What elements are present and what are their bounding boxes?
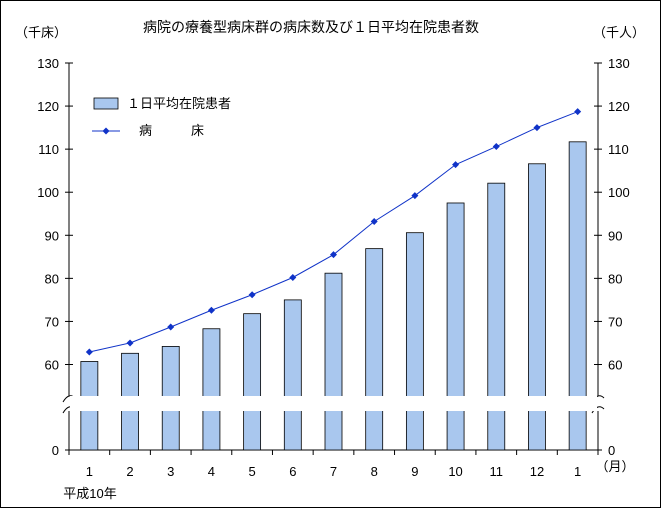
x-tick-label: 3 [167, 464, 174, 479]
bar [243, 313, 262, 451]
legend-bar-label: １日平均在院患者 [127, 96, 231, 111]
legend: １日平均在院患者 病 床 [92, 96, 231, 138]
x-tick-label: 9 [411, 464, 418, 479]
line-point [574, 108, 582, 116]
legend-line-marker [102, 127, 110, 135]
x-tick-label: 10 [448, 464, 462, 479]
line-point [289, 273, 297, 281]
bar [283, 299, 302, 451]
legend-bar-swatch [93, 97, 119, 110]
right-y-tick-label: 90 [608, 228, 622, 243]
line-point [533, 124, 541, 132]
line-point [85, 348, 93, 356]
right-y-tick-label: 0 [608, 443, 615, 458]
bar [446, 202, 465, 451]
bar [405, 232, 424, 451]
right-y-tick-label: 110 [608, 142, 629, 157]
x-axis-unit: （月） [595, 459, 634, 474]
bar [568, 141, 587, 451]
left-y-tick-label: 60 [45, 358, 59, 373]
left-y-tick-label: 120 [37, 99, 59, 114]
left-y-tick-label: 70 [45, 314, 59, 329]
line-point [207, 306, 215, 314]
left-y-tick-label: 90 [45, 228, 59, 243]
right-axis-unit: （千人） [593, 25, 645, 40]
line-point [452, 161, 460, 169]
right-y-tick-label: 80 [608, 271, 622, 286]
line-series [85, 108, 582, 356]
bar-series [70, 141, 597, 451]
x-tick-label: 8 [371, 464, 378, 479]
line-point [330, 251, 337, 259]
line-point [370, 218, 378, 226]
left-y-tick-label: 80 [45, 271, 59, 286]
x-tick-label: 11 [490, 464, 504, 479]
right-y-tick-label: 60 [608, 358, 622, 373]
x-tick-label: 12 [530, 464, 544, 479]
right-y-tick-label: 130 [608, 56, 630, 71]
right-axis-break-mark-lower [591, 406, 605, 414]
x-tick-label: 1 [574, 464, 581, 479]
right-y-tick-label: 120 [608, 99, 630, 114]
left-y-tick-label: 100 [37, 185, 59, 200]
right-y-tick-label: 70 [608, 314, 622, 329]
bar [324, 272, 343, 451]
line-point [411, 192, 419, 200]
line-point [248, 291, 256, 299]
line-point [126, 339, 134, 347]
x-tick-label: 7 [330, 464, 337, 479]
axis-break-gap [70, 396, 597, 411]
legend-line-label: 病 床 [139, 123, 204, 138]
left-y-tick-label: 130 [37, 56, 59, 71]
bar [487, 182, 506, 451]
chart-title: 病院の療養型病床群の病床数及び１日平均在院患者数 [143, 19, 479, 35]
x-tick-label: 1 [86, 464, 93, 479]
x-tick-label: 4 [208, 464, 215, 479]
bar [202, 328, 221, 451]
x-tick-label: 2 [126, 464, 133, 479]
line-point [167, 323, 175, 331]
bar [528, 163, 546, 451]
bar [365, 248, 384, 451]
right-y-tick-label: 100 [608, 185, 630, 200]
line-point [492, 143, 500, 151]
x-tick-label: 5 [248, 464, 255, 479]
left-y-tick-label: 110 [38, 142, 59, 157]
left-y-tick-label: 0 [52, 443, 59, 458]
left-axis-unit: （千床） [15, 25, 67, 40]
x-tick-label: 6 [289, 464, 296, 479]
x-axis-sub-label: 平成10年 [63, 486, 116, 501]
